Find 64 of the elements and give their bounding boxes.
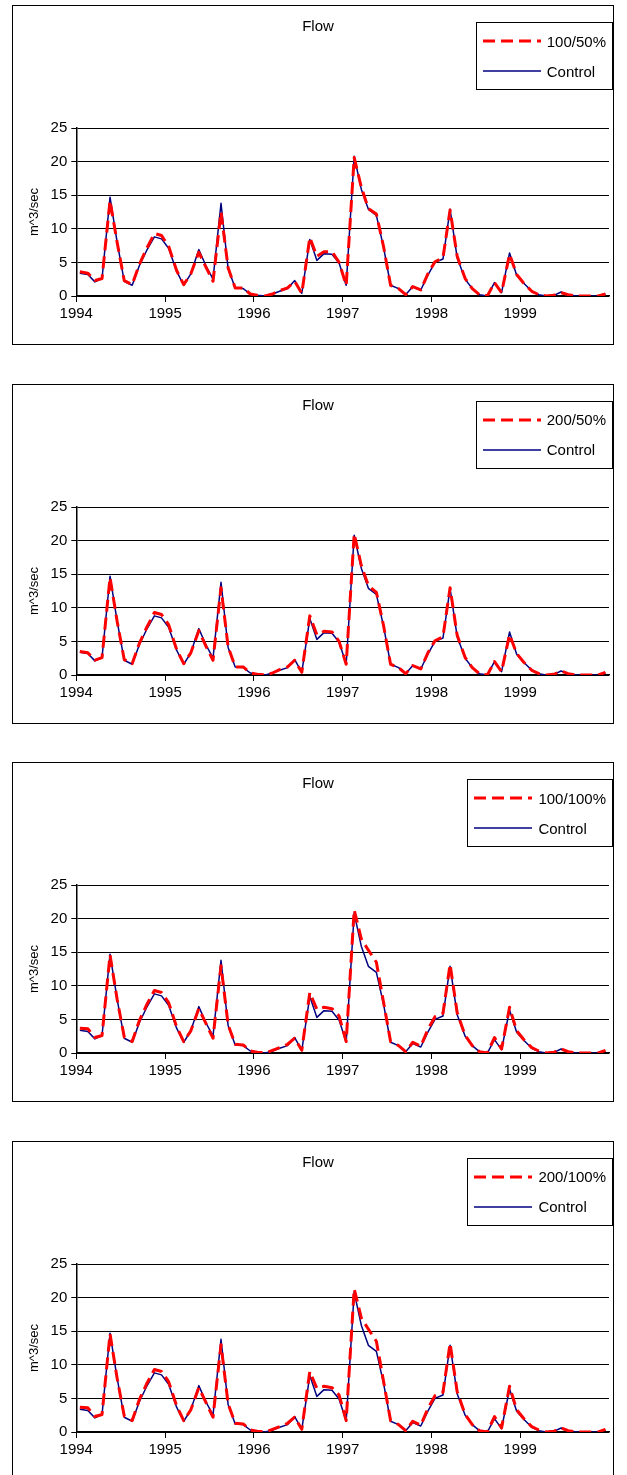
x-tick-label: 1999 bbox=[503, 682, 537, 700]
y-tick-label: 25 bbox=[50, 118, 68, 136]
x-tick-label: 1995 bbox=[148, 1439, 182, 1457]
x-tick-label: 1998 bbox=[414, 1439, 449, 1457]
y-tick-label: 25 bbox=[50, 496, 68, 514]
y-tick-label: 5 bbox=[58, 1009, 68, 1027]
x-tick-label: 1994 bbox=[59, 304, 93, 322]
x-tick-label: 1995 bbox=[148, 682, 182, 700]
y-tick-label: 10 bbox=[50, 1354, 68, 1372]
y-tick-label: 0 bbox=[58, 1421, 68, 1439]
x-tick-label: 1994 bbox=[59, 682, 93, 700]
legend-label: Control bbox=[538, 819, 587, 837]
chart-title: Flow bbox=[302, 395, 334, 413]
x-tick-label: 1998 bbox=[414, 304, 449, 322]
x-tick-label: 1996 bbox=[237, 682, 271, 700]
y-axis-title: m^3/sec bbox=[26, 1323, 42, 1372]
y-tick-label: 0 bbox=[58, 1043, 68, 1061]
legend-label: 100/100% bbox=[538, 789, 606, 807]
x-tick-label: 1999 bbox=[503, 1439, 537, 1457]
y-tick-label: 25 bbox=[50, 875, 68, 893]
y-tick-label: 5 bbox=[58, 1388, 68, 1406]
y-tick-label: 15 bbox=[50, 942, 68, 960]
y-tick-label: 5 bbox=[58, 252, 68, 270]
x-tick-label: 1997 bbox=[325, 304, 360, 322]
x-tick-label: 1995 bbox=[148, 1061, 182, 1079]
y-tick-label: 15 bbox=[50, 185, 68, 203]
y-tick-label: 20 bbox=[50, 151, 68, 169]
y-tick-label: 10 bbox=[50, 975, 68, 993]
chart-title: Flow bbox=[302, 17, 334, 35]
x-tick-label: 1996 bbox=[237, 304, 271, 322]
x-tick-label: 1996 bbox=[237, 1061, 271, 1079]
legend-label: Control bbox=[546, 62, 596, 80]
x-tick-label: 1997 bbox=[325, 682, 360, 700]
x-tick-label: 1995 bbox=[148, 304, 182, 322]
x-tick-label: 1994 bbox=[59, 1439, 93, 1457]
x-tick-label: 1997 bbox=[325, 1061, 360, 1079]
y-tick-label: 20 bbox=[50, 530, 68, 548]
chart-title: Flow bbox=[302, 774, 334, 792]
y-axis-title: m^3/sec bbox=[26, 187, 42, 237]
x-tick-label: 1998 bbox=[414, 1061, 449, 1079]
legend-label: Control bbox=[546, 441, 596, 458]
y-tick-label: 25 bbox=[50, 1253, 68, 1271]
y-tick-label: 5 bbox=[58, 631, 68, 649]
y-tick-label: 20 bbox=[50, 908, 68, 926]
y-tick-label: 0 bbox=[58, 664, 68, 682]
y-tick-label: 0 bbox=[58, 286, 68, 304]
y-tick-label: 20 bbox=[50, 1287, 68, 1305]
x-tick-label: 1994 bbox=[59, 1061, 93, 1079]
x-tick-label: 1999 bbox=[503, 304, 537, 322]
legend-label: 100/50% bbox=[546, 32, 606, 50]
y-tick-label: 10 bbox=[50, 218, 68, 236]
y-axis-title: m^3/sec bbox=[26, 566, 42, 615]
y-tick-label: 10 bbox=[50, 597, 68, 615]
legend-label: 200/50% bbox=[546, 411, 606, 428]
x-tick-label: 1996 bbox=[237, 1439, 271, 1457]
x-tick-label: 1999 bbox=[503, 1061, 537, 1079]
chart-title: Flow bbox=[302, 1152, 334, 1170]
legend-label: 200/100% bbox=[538, 1168, 606, 1185]
y-tick-label: 15 bbox=[50, 1320, 68, 1338]
y-tick-label: 15 bbox=[50, 563, 68, 581]
legend-label: Control bbox=[538, 1198, 587, 1215]
x-tick-label: 1998 bbox=[414, 682, 449, 700]
y-axis-title: m^3/sec bbox=[26, 944, 42, 994]
x-tick-label: 1997 bbox=[325, 1439, 360, 1457]
